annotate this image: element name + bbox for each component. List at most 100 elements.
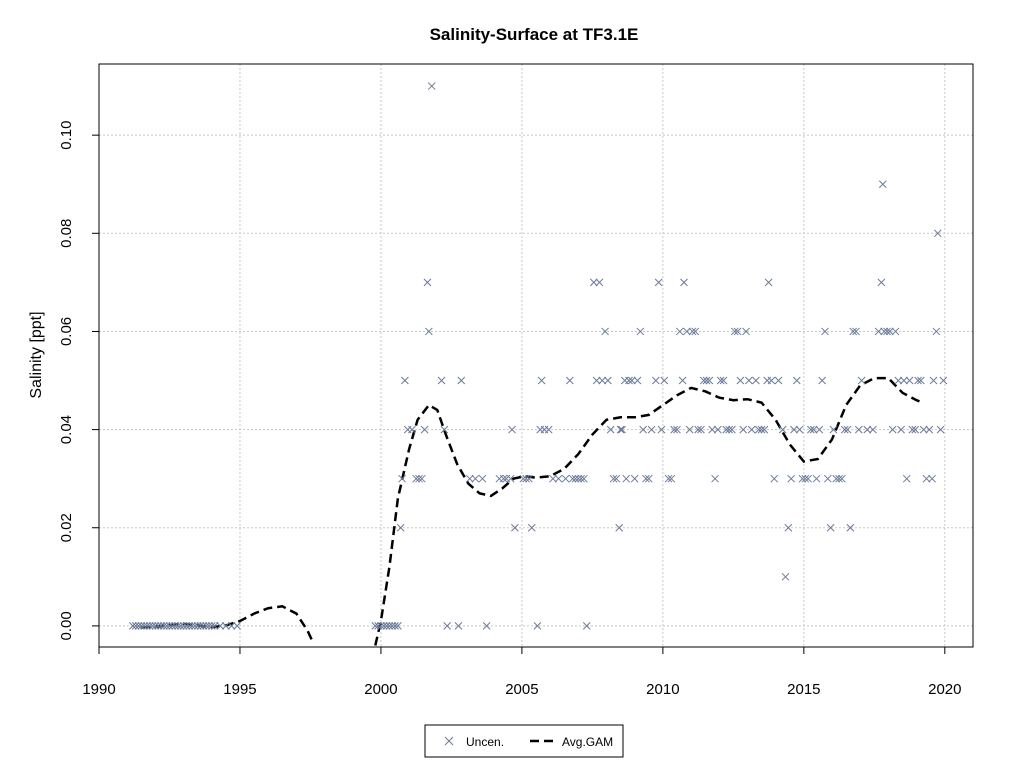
data-point xyxy=(401,376,409,385)
data-point xyxy=(888,425,897,434)
data-point xyxy=(145,622,154,630)
data-point xyxy=(711,474,719,483)
data-point xyxy=(699,376,708,385)
data-point xyxy=(519,474,528,483)
data-point xyxy=(908,425,917,434)
data-point xyxy=(754,425,763,434)
data-point xyxy=(900,376,908,385)
y-tick-label: 0.06 xyxy=(58,317,75,346)
data-point xyxy=(199,622,208,630)
data-point xyxy=(835,474,843,483)
data-point xyxy=(185,622,194,630)
data-point xyxy=(877,278,886,287)
data-point xyxy=(642,474,650,483)
data-point xyxy=(919,425,928,434)
data-point xyxy=(554,474,563,483)
data-point xyxy=(673,425,681,434)
data-point xyxy=(657,425,666,434)
data-point xyxy=(222,622,230,630)
data-point xyxy=(508,425,516,434)
data-point xyxy=(582,622,591,630)
data-point xyxy=(385,622,394,630)
data-point xyxy=(205,622,213,630)
data-point xyxy=(660,376,669,385)
data-point xyxy=(233,622,242,630)
data-point xyxy=(162,622,171,630)
x-tick-label: 2020 xyxy=(928,681,961,698)
data-point xyxy=(625,376,633,385)
data-point xyxy=(932,327,941,336)
x-tick-label: 2005 xyxy=(505,681,538,698)
data-point xyxy=(739,425,748,434)
data-point xyxy=(471,474,480,483)
legend-gam-label: Avg.GAM xyxy=(562,735,613,749)
data-point xyxy=(651,376,660,385)
data-point xyxy=(137,622,146,630)
data-point xyxy=(760,425,769,434)
data-point xyxy=(925,425,934,434)
data-point xyxy=(801,474,810,483)
data-point xyxy=(580,474,588,483)
data-point xyxy=(437,376,446,385)
data-point xyxy=(134,622,143,630)
data-point xyxy=(396,523,405,532)
data-point xyxy=(846,523,855,532)
data-point xyxy=(678,376,687,385)
data-point xyxy=(427,82,436,90)
data-point xyxy=(792,376,801,385)
data-point xyxy=(533,622,542,630)
x-tick-label: 2010 xyxy=(646,681,679,698)
y-axis-label: Salinity [ppt] xyxy=(28,311,45,398)
data-point xyxy=(733,327,742,336)
data-point xyxy=(939,376,948,385)
data-point xyxy=(525,474,533,483)
data-point xyxy=(654,278,663,287)
data-point xyxy=(544,425,553,434)
grid-lines xyxy=(98,64,973,647)
data-point xyxy=(722,425,731,434)
data-point xyxy=(589,278,598,287)
data-point xyxy=(633,376,642,385)
data-point xyxy=(809,425,818,434)
data-point xyxy=(165,622,174,630)
data-point xyxy=(174,622,182,630)
data-point xyxy=(379,622,388,630)
data-point xyxy=(869,425,877,434)
data-point xyxy=(878,180,887,189)
data-point xyxy=(812,474,821,483)
data-point xyxy=(757,425,766,434)
data-point xyxy=(537,376,546,385)
data-point xyxy=(154,622,163,630)
gam-line xyxy=(374,376,923,646)
data-point xyxy=(857,376,866,385)
data-point xyxy=(854,425,863,434)
data-point xyxy=(628,376,636,385)
data-point xyxy=(784,523,793,532)
data-point xyxy=(716,376,725,385)
data-point xyxy=(787,474,796,483)
data-point xyxy=(171,622,179,630)
data-point xyxy=(196,622,205,630)
data-point xyxy=(843,425,852,434)
y-tick-label: 0.04 xyxy=(58,415,75,444)
data-point xyxy=(143,622,151,630)
data-point xyxy=(616,425,625,434)
data-point xyxy=(601,327,609,336)
data-point xyxy=(454,622,463,630)
data-point xyxy=(849,327,858,336)
data-point xyxy=(639,425,647,434)
data-point xyxy=(412,474,421,483)
data-point xyxy=(897,425,905,434)
data-point xyxy=(140,622,148,630)
x-tick-label: 2015 xyxy=(787,681,820,698)
chart-title: Salinity-Surface at TF3.1E xyxy=(430,25,639,44)
data-point xyxy=(688,327,697,336)
data-point xyxy=(767,376,776,385)
data-point xyxy=(482,622,491,630)
data-point xyxy=(443,622,452,630)
data-point xyxy=(880,327,889,336)
data-point xyxy=(745,376,753,385)
data-point xyxy=(838,474,846,483)
